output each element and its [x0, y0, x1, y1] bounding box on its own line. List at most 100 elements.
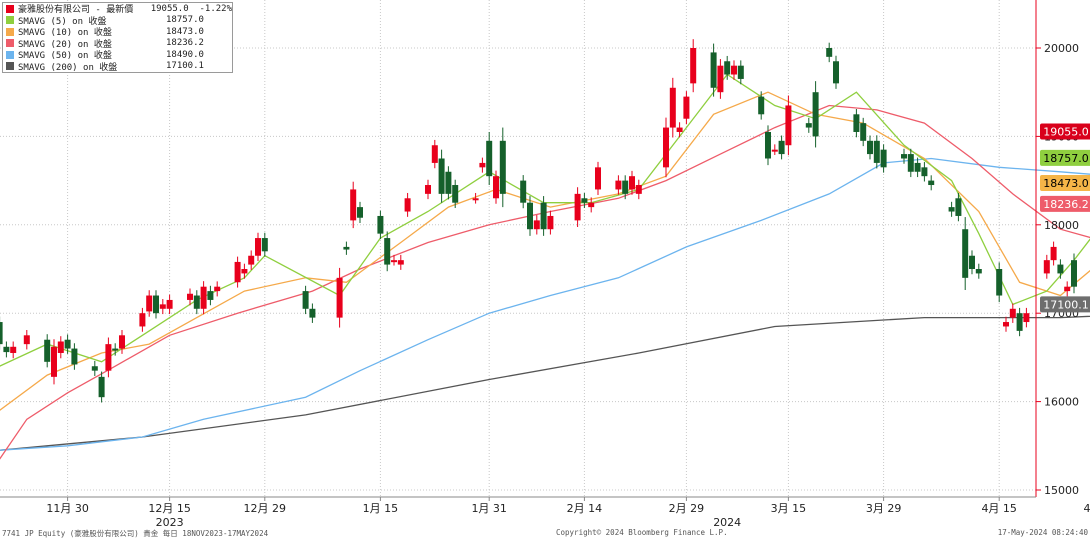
legend-item-smavg-5: SMAVG (5) on 收盤 18757.0 — [3, 15, 232, 27]
legend: 豪雅股份有限公司 - 最新價 19055.0 -1.22% SMAVG (5) … — [2, 2, 233, 73]
candle-body — [193, 295, 200, 309]
candle-body — [826, 48, 833, 57]
candle-body — [44, 339, 51, 362]
series-line-smavg-5- — [0, 73, 1090, 367]
value-label-box — [1040, 174, 1090, 191]
legend-value: 18236.2 — [166, 38, 204, 49]
candle-body — [248, 255, 255, 265]
candle-body — [452, 185, 459, 203]
value-label-box — [1040, 296, 1090, 313]
legend-item-price: 豪雅股份有限公司 - 最新價 19055.0 -1.22% — [3, 3, 232, 15]
right-value-labels: 19055.0 18757.0 18473.0 18236.2 17100.1 — [1040, 123, 1090, 313]
candle-body — [71, 348, 78, 365]
candle-body — [853, 114, 860, 132]
candle-body — [51, 346, 57, 377]
value-label-text: 19055.0 — [1043, 126, 1089, 139]
candle-body — [1057, 264, 1064, 274]
x-tick-label: 4月 30 — [1083, 502, 1090, 515]
candle-body — [901, 154, 907, 159]
candle-body — [3, 346, 10, 353]
candle-body — [805, 123, 812, 128]
legend-swatch — [6, 62, 14, 71]
candle-body — [479, 162, 486, 168]
candle-body — [384, 238, 391, 265]
value-label-box — [1040, 195, 1090, 212]
candle-body — [663, 127, 669, 168]
candle-body — [1071, 260, 1077, 287]
footer-timestamp: 17-May-2024 08:24:40 — [997, 528, 1088, 537]
value-label-text: 17100.1 — [1043, 298, 1089, 311]
candle-body — [669, 87, 676, 128]
candle-body — [214, 286, 221, 292]
candle-body — [166, 299, 173, 309]
candle-body — [261, 238, 268, 252]
value-label-box — [1040, 123, 1090, 140]
candle-body — [10, 346, 17, 353]
legend-swatch — [6, 27, 14, 36]
candle-body — [404, 198, 411, 212]
footer-security-info: 7741 JP Equity (豪雅股份有限公司) 貴金 每日 18NOV202… — [2, 529, 269, 538]
candle-body — [438, 158, 445, 194]
candle-body — [187, 293, 193, 300]
legend-swatch — [6, 16, 14, 25]
candle-body — [1009, 308, 1016, 318]
year-label: 2023 — [156, 516, 184, 529]
candle-body — [357, 207, 363, 218]
candle-body — [833, 61, 839, 84]
legend-swatch — [6, 39, 14, 48]
candle-body — [690, 48, 697, 84]
legend-value: 18473.0 — [166, 26, 204, 37]
moving-average-lines — [0, 73, 1090, 460]
series-line-smavg-200- — [0, 315, 1090, 451]
candle-body — [771, 149, 778, 152]
value-label-text: 18757.0 — [1043, 152, 1089, 165]
candle-body — [948, 207, 955, 212]
candle-body — [880, 149, 887, 168]
candle-body — [867, 140, 873, 155]
candle-body — [969, 255, 975, 269]
candle-body — [914, 162, 921, 172]
value-label-text: 18236.2 — [1043, 198, 1089, 211]
candle-body — [629, 176, 635, 190]
candle-body — [234, 261, 241, 283]
candle-body — [241, 269, 248, 274]
candle-body — [64, 339, 71, 349]
candle-body — [717, 65, 724, 93]
candle-body — [873, 140, 880, 163]
candle-body — [907, 154, 914, 172]
x-tick-label: 11月 30 — [46, 502, 89, 515]
series-line-smavg-50- — [0, 157, 1090, 451]
candle-body — [533, 220, 540, 230]
year-label: 2024 — [713, 516, 741, 529]
x-tick-label: 12月 15 — [148, 502, 191, 515]
x-tick-label: 4月 15 — [981, 502, 1017, 515]
candle-body — [336, 277, 343, 318]
candle-body — [724, 61, 731, 75]
candle-body — [350, 189, 357, 221]
legend-value: 18757.0 — [166, 15, 204, 26]
legend-item-smavg-10: SMAVG (10) on 收盤 18473.0 — [3, 26, 232, 38]
candle-body — [302, 291, 309, 309]
candle-body — [493, 176, 499, 199]
y-tick-label: 20000 — [1044, 42, 1079, 55]
candle-body — [574, 193, 581, 221]
candle-body — [146, 295, 153, 312]
candle-body — [812, 92, 819, 137]
x-tick-label: 2月 14 — [567, 502, 603, 515]
candlesticks — [0, 39, 1077, 403]
candle-body — [683, 96, 690, 119]
x-tick-label: 3月 15 — [771, 502, 807, 515]
x-tick-label: 2月 29 — [669, 502, 705, 515]
y-tick-label: 18000 — [1044, 219, 1079, 232]
candle-body — [431, 145, 438, 163]
candle-body — [785, 105, 792, 146]
candle-body — [758, 96, 765, 115]
x-tick-label: 12月 29 — [244, 502, 287, 515]
x-tick-label: 1月 15 — [363, 502, 399, 515]
candle-body — [486, 140, 493, 177]
candle-body — [615, 180, 622, 190]
candle-body — [860, 123, 867, 141]
candle-body — [581, 198, 588, 203]
value-label-box — [1040, 149, 1090, 166]
